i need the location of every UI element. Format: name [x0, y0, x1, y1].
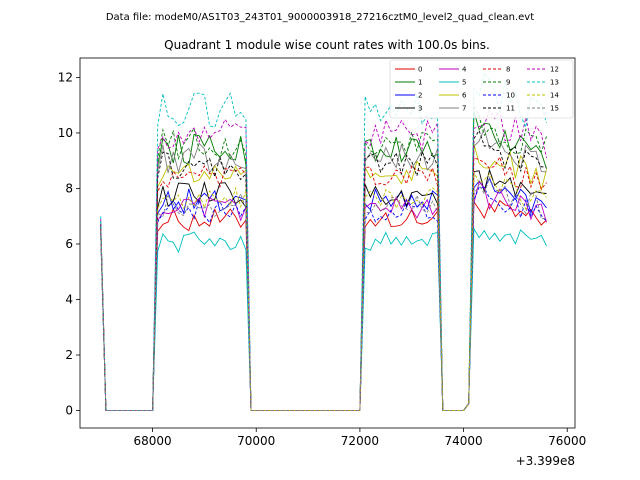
series-line-12 [100, 109, 547, 411]
series-line-10 [100, 186, 547, 411]
series-line-13 [100, 71, 547, 411]
series-line-14 [100, 171, 547, 411]
y-tick-label: 6 [65, 237, 73, 251]
x-tick-label: 70000 [237, 434, 275, 448]
y-tick-label: 2 [65, 348, 73, 362]
series-line-6 [100, 143, 547, 411]
y-tick-label: 8 [65, 181, 73, 195]
x-axis-offset-label: +3.399e8 [516, 454, 575, 468]
x-axis: 68000 70000 72000 74000 76000 [133, 428, 586, 448]
series-line-9 [100, 105, 547, 411]
series-line-3 [100, 168, 547, 411]
legend-label: 9 [506, 79, 510, 87]
y-tick-label: 4 [65, 292, 73, 306]
x-tick-label: 76000 [548, 434, 586, 448]
legend-label: 2 [418, 92, 422, 100]
legend-box [389, 59, 574, 119]
legend-label: 3 [418, 105, 422, 113]
series-line-0 [100, 199, 547, 411]
series-line-1 [100, 111, 547, 411]
y-tick-label: 12 [58, 70, 73, 84]
series-line-8 [100, 155, 547, 411]
x-tick-label: 68000 [133, 434, 171, 448]
x-tick-label: 74000 [444, 434, 482, 448]
series-line-7 [100, 127, 547, 411]
y-tick-label: 10 [58, 126, 73, 140]
legend-label: 8 [506, 66, 510, 74]
legend-label: 15 [550, 105, 559, 113]
y-tick-label: 0 [65, 404, 73, 418]
legend-label: 10 [506, 92, 515, 100]
series-line-5 [100, 226, 547, 411]
y-axis: 0 2 4 6 8 10 12 [58, 70, 80, 418]
legend-label: 5 [462, 79, 466, 87]
series-line-15 [100, 176, 547, 411]
legend-label: 1 [418, 79, 422, 87]
legend-label: 13 [550, 79, 559, 87]
legend-label: 6 [462, 92, 467, 100]
legend-label: 11 [506, 105, 515, 113]
x-tick-label: 72000 [341, 434, 379, 448]
legend-label: 14 [550, 92, 559, 100]
chart-title: Quadrant 1 module wise count rates with … [164, 38, 490, 52]
legend-label: 12 [550, 66, 559, 74]
series-line-4 [100, 180, 547, 411]
legend-label: 7 [462, 105, 466, 113]
chart-suptitle: Data file: modeM0/AS1T03_243T01_90000039… [106, 12, 534, 23]
series-lines [100, 71, 547, 411]
legend-label: 0 [418, 66, 422, 74]
legend-label: 4 [462, 66, 467, 74]
plot-area-frame [79, 57, 576, 429]
